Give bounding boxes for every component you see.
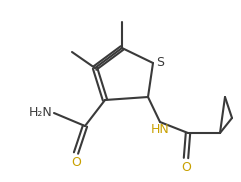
Text: O: O <box>181 161 191 174</box>
Text: H₂N: H₂N <box>28 106 52 120</box>
Text: S: S <box>156 56 164 70</box>
Text: O: O <box>71 156 81 169</box>
Text: HN: HN <box>151 123 169 136</box>
